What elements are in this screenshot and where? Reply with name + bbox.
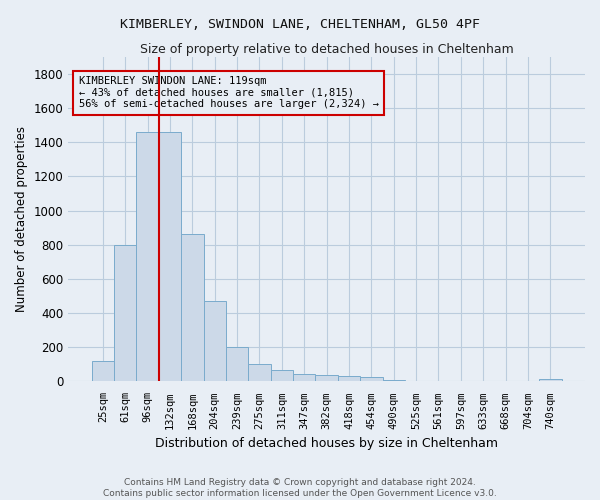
Text: Contains HM Land Registry data © Crown copyright and database right 2024.
Contai: Contains HM Land Registry data © Crown c… [103, 478, 497, 498]
Bar [338, 376, 360, 382]
Text: KIMBERLEY SWINDON LANE: 119sqm
← 43% of detached houses are smaller (1,815)
56% : KIMBERLEY SWINDON LANE: 119sqm ← 43% of … [79, 76, 379, 110]
Bar [293, 374, 316, 382]
Bar [92, 361, 114, 382]
Bar [181, 234, 203, 382]
Bar [226, 348, 248, 382]
Bar [114, 244, 136, 382]
Bar [316, 374, 338, 382]
Bar [383, 380, 405, 382]
Bar [248, 364, 271, 382]
Bar [136, 132, 159, 382]
Bar [539, 379, 562, 382]
Bar [405, 380, 427, 382]
Bar [360, 377, 383, 382]
Y-axis label: Number of detached properties: Number of detached properties [15, 126, 28, 312]
Text: KIMBERLEY, SWINDON LANE, CHELTENHAM, GL50 4PF: KIMBERLEY, SWINDON LANE, CHELTENHAM, GL5… [120, 18, 480, 30]
Bar [427, 381, 449, 382]
X-axis label: Distribution of detached houses by size in Cheltenham: Distribution of detached houses by size … [155, 437, 498, 450]
Bar [271, 370, 293, 382]
Bar [159, 132, 181, 382]
Title: Size of property relative to detached houses in Cheltenham: Size of property relative to detached ho… [140, 42, 514, 56]
Bar [203, 301, 226, 382]
